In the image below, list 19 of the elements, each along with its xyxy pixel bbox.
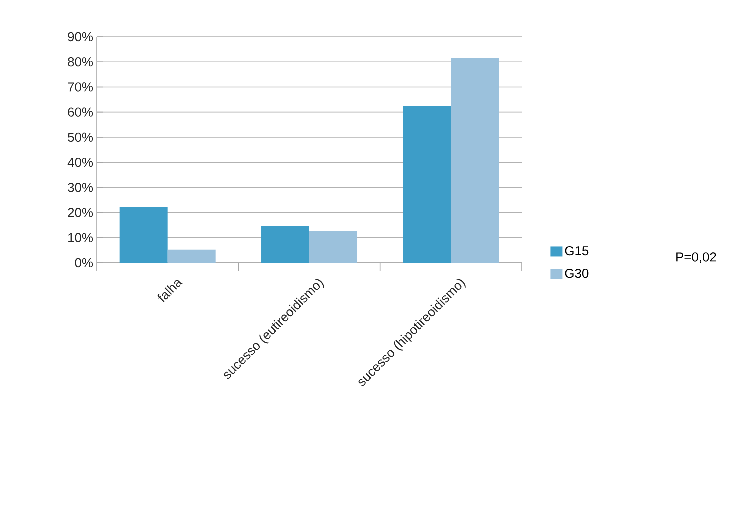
- y-tick-label: 20%: [68, 208, 94, 218]
- bar: [262, 226, 310, 263]
- legend-label: G30: [565, 268, 589, 278]
- y-tick-label: 10%: [68, 233, 94, 242]
- bar: [168, 250, 216, 263]
- y-tick-label: 70%: [68, 82, 94, 92]
- y-tick-label: 40%: [68, 158, 94, 168]
- bar: [120, 207, 168, 263]
- y-tick-label: 30%: [68, 183, 94, 192]
- y-tick-label: 0%: [75, 258, 94, 268]
- bar: [310, 231, 358, 263]
- y-tick-label: 80%: [68, 58, 94, 67]
- legend-label: G15: [565, 246, 589, 256]
- y-tick-label: 60%: [68, 108, 94, 117]
- bar: [403, 106, 452, 263]
- text: P=0,02: [676, 252, 716, 264]
- y-tick-label: 50%: [68, 132, 94, 142]
- y-tick-label: 90%: [68, 32, 94, 42]
- bar: [451, 58, 500, 263]
